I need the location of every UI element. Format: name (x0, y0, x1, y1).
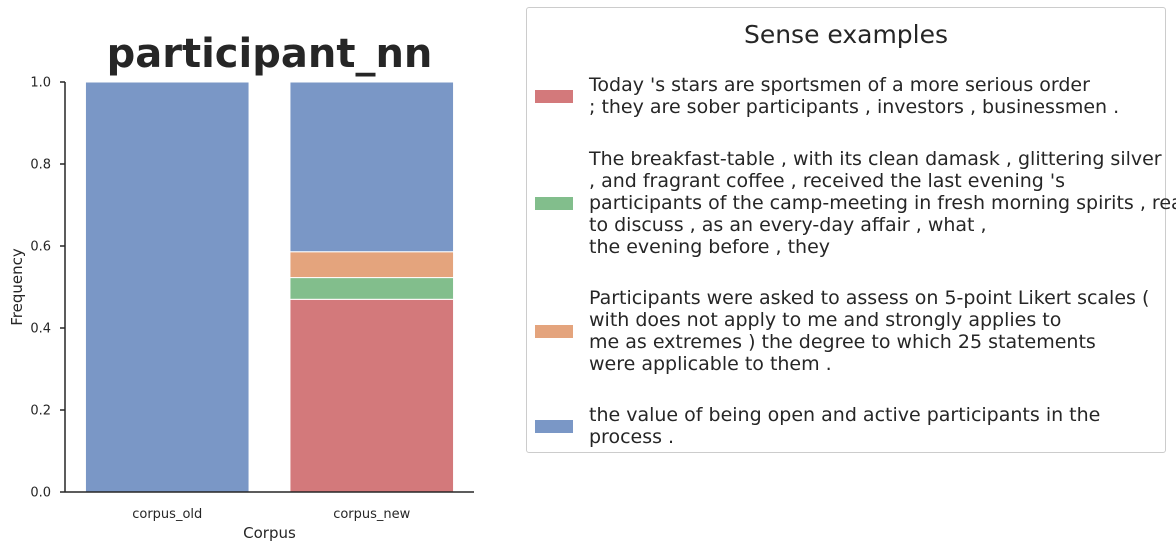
y-tick-label: 0.8 (30, 158, 51, 173)
x-tick-label: corpus_old (132, 507, 202, 522)
legend-entry: the value of being open and active parti… (527, 404, 1165, 448)
bar-segment-corpus_new-series-2 (289, 251, 455, 279)
bar-segment-corpus_new-series-3 (289, 81, 455, 253)
legend-swatch (535, 419, 573, 433)
bar-segment-corpus_old-series-3 (84, 81, 250, 493)
x-tick-label: corpus_new (333, 507, 410, 522)
bar-segment-corpus_new-series-1 (289, 277, 455, 300)
y-tick-label: 0.6 (30, 240, 51, 255)
y-axis-label: Frequency (8, 248, 26, 326)
legend-label: the value of being open and active parti… (589, 404, 1101, 448)
legend-swatch (535, 196, 573, 210)
legend-entry: Participants were asked to assess on 5-p… (527, 287, 1165, 375)
legend: Sense examples Today 's stars are sports… (526, 7, 1176, 453)
legend-entry: Today 's stars are sportsmen of a more s… (527, 74, 1165, 118)
axes-layer: 0.0 0.2 0.4 0.6 0.8 1.0 (30, 76, 474, 501)
bars-layer: corpus_old corpus_new (84, 81, 455, 522)
chart-title: participant_nn (107, 31, 433, 77)
y-tick-label: 0.0 (30, 486, 51, 501)
legend-label: Today 's stars are sportsmen of a more s… (589, 74, 1120, 118)
y-tick-label: 0.4 (30, 322, 51, 337)
legend-label: Participants were asked to assess on 5-p… (589, 287, 1150, 375)
legend-label: The breakfast-table , with its clean dam… (589, 148, 1176, 258)
legend-swatch (535, 324, 573, 338)
x-axis-label: Corpus (243, 524, 296, 542)
y-tick-label: 1.0 (30, 76, 51, 91)
legend-entry: The breakfast-table , with its clean dam… (527, 148, 1176, 258)
legend-swatch (535, 89, 573, 103)
bar-segment-corpus_new-series-0 (289, 298, 455, 493)
legend-title: Sense examples (743, 20, 949, 49)
y-tick-label: 0.2 (30, 404, 51, 419)
